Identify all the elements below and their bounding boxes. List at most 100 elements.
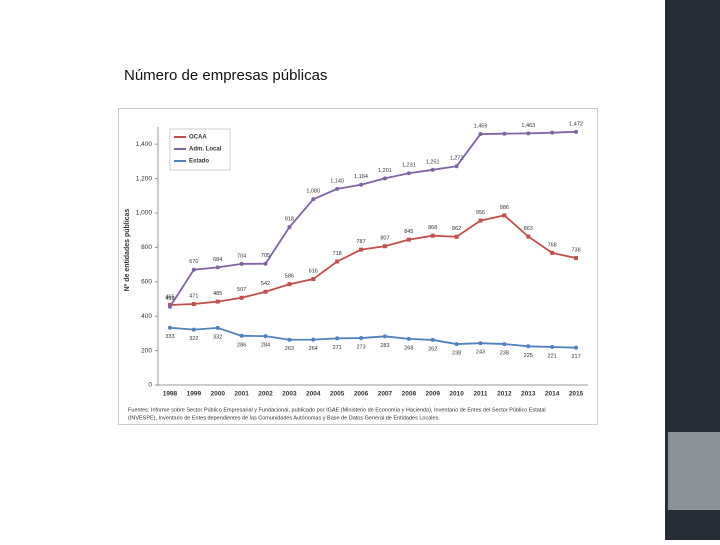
value-label: 807	[380, 236, 389, 242]
x-tick-label: 2014	[545, 391, 560, 398]
value-label: 238	[452, 351, 461, 357]
point	[191, 267, 196, 272]
x-tick-label: 2004	[306, 391, 321, 398]
point	[454, 164, 459, 169]
value-label: 863	[524, 226, 533, 232]
value-label: 670	[189, 259, 198, 265]
value-label: 471	[189, 293, 198, 299]
point	[239, 295, 244, 300]
x-tick-label: 2013	[521, 391, 536, 398]
value-label: 485	[213, 291, 222, 297]
value-label: 918	[285, 217, 294, 223]
point	[167, 304, 172, 309]
point	[382, 334, 387, 339]
value-label: 768	[548, 242, 557, 248]
point	[239, 333, 244, 338]
point	[215, 299, 220, 304]
point	[287, 225, 292, 230]
point	[382, 244, 387, 249]
point	[502, 131, 507, 136]
point	[287, 337, 292, 342]
value-label: 718	[333, 251, 342, 257]
value-label: 787	[356, 239, 365, 245]
value-label: 507	[237, 287, 246, 293]
point	[406, 336, 411, 341]
value-label: 616	[309, 269, 318, 275]
value-label: 286	[237, 342, 246, 348]
point	[454, 342, 459, 347]
value-label: 705	[261, 253, 270, 259]
value-label: 264	[309, 346, 318, 352]
point	[526, 131, 531, 136]
value-label: 1,251	[426, 159, 440, 165]
point	[215, 325, 220, 330]
point	[359, 336, 364, 341]
y-tick-label: 400	[141, 313, 152, 320]
value-label: 268	[404, 345, 413, 351]
point	[454, 234, 459, 239]
x-tick-label: 2003	[282, 391, 297, 398]
x-tick-label: 2001	[234, 391, 249, 398]
y-tick-label: 1,400	[136, 141, 153, 148]
value-label: 271	[333, 345, 342, 351]
y-tick-label: 200	[141, 347, 152, 354]
point	[263, 334, 268, 339]
value-label: 862	[452, 226, 461, 232]
point	[478, 218, 483, 223]
legend-label: OCAA	[189, 135, 207, 141]
source-line: (INVESPE), Inventario de Entes dependien…	[128, 415, 440, 421]
source-line: Fuentes: Informe sobre Sector Público Em…	[128, 407, 546, 413]
value-label: 1,201	[378, 168, 392, 174]
point	[287, 282, 292, 287]
point	[335, 336, 340, 341]
value-label: 332	[213, 334, 222, 340]
point	[335, 259, 340, 264]
point	[359, 182, 364, 187]
point	[406, 237, 411, 242]
x-tick-label: 2007	[378, 391, 393, 398]
point	[550, 344, 555, 349]
point	[311, 337, 316, 342]
value-label: 283	[380, 343, 389, 349]
point	[359, 247, 364, 252]
value-label: 262	[428, 346, 437, 352]
y-tick-label: 600	[141, 279, 152, 286]
value-label: 845	[404, 229, 413, 235]
point	[406, 171, 411, 176]
value-label: 333	[165, 334, 174, 340]
y-tick-label: 1,200	[136, 175, 153, 182]
x-tick-label: 2012	[497, 391, 512, 398]
y-axis-label: Nº de entidades públicas	[124, 209, 131, 292]
value-label: 284	[261, 343, 270, 349]
value-label: 986	[500, 205, 509, 211]
value-label: 1,272	[450, 156, 464, 162]
point	[526, 234, 531, 239]
point	[574, 129, 579, 134]
x-tick-label: 2015	[569, 391, 584, 398]
value-label: 684	[213, 257, 222, 263]
series-line	[169, 214, 577, 306]
side-block	[668, 432, 720, 510]
value-label: 586	[285, 274, 294, 280]
point	[263, 261, 268, 266]
point	[167, 325, 172, 330]
value-label: 1,459	[474, 124, 488, 130]
point	[239, 261, 244, 266]
value-label: 465	[165, 294, 174, 300]
point	[430, 167, 435, 172]
point	[430, 233, 435, 238]
x-tick-label: 2010	[449, 391, 464, 398]
value-label: 263	[285, 346, 294, 352]
point	[550, 130, 555, 135]
point	[550, 250, 555, 255]
point	[263, 289, 268, 294]
slide-title: Número de empresas públicas	[124, 67, 327, 84]
value-label: 1,472	[569, 121, 583, 127]
x-tick-label: 2009	[425, 391, 440, 398]
x-tick-label: 2011	[473, 391, 487, 398]
point	[311, 277, 316, 282]
series-line	[169, 326, 577, 349]
y-tick-label: 1,000	[136, 210, 153, 217]
point	[430, 337, 435, 342]
point	[574, 345, 579, 350]
